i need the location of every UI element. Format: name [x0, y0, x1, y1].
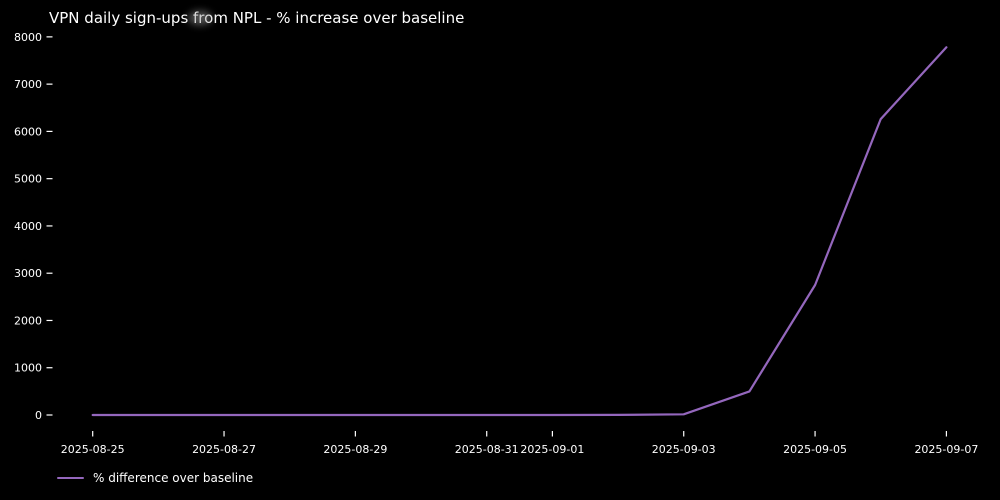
- x-tick-label: 2025-09-07: [914, 443, 978, 456]
- y-tick-label: 0: [35, 409, 42, 422]
- y-tick-label: 7000: [14, 78, 42, 91]
- x-tick-label: 2025-08-27: [192, 443, 256, 456]
- legend-line-swatch: [57, 476, 84, 480]
- y-tick-label: 1000: [14, 362, 42, 375]
- x-tick-label: 2025-08-25: [61, 443, 125, 456]
- y-tick-label: 8000: [14, 31, 42, 44]
- x-tick-label: 2025-09-03: [652, 443, 716, 456]
- x-tick-label: 2025-08-29: [323, 443, 387, 456]
- y-tick-label: 2000: [14, 314, 42, 327]
- x-tick-label: 2025-09-05: [783, 443, 847, 456]
- x-tick-label: 2025-08-31: [455, 443, 519, 456]
- x-tick-label: 2025-09-01: [520, 443, 584, 456]
- y-tick-label: 3000: [14, 267, 42, 280]
- chart-title: VPN daily sign-ups from NPL - % increase…: [49, 9, 465, 27]
- y-tick-label: 4000: [14, 220, 42, 233]
- legend-label: % difference over baseline: [93, 471, 254, 485]
- chart-legend: % difference over baseline: [57, 471, 253, 485]
- data-line-% difference over baseline: [91, 46, 948, 417]
- y-tick-label: 5000: [14, 173, 42, 186]
- y-tick-label: 6000: [14, 125, 42, 138]
